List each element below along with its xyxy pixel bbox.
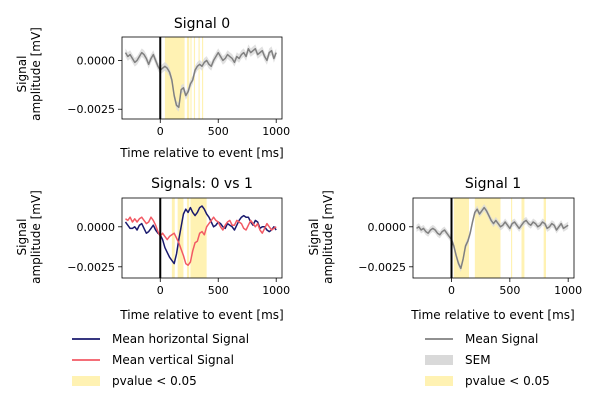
legend-single-signal: Mean Signal SEM pvalue < 0.05 — [425, 332, 550, 388]
x-tick-label: 0 — [157, 284, 164, 297]
y-axis-label-line-2: amplitude [mV] — [29, 27, 43, 121]
y-tick-label: −0.0025 — [358, 261, 406, 274]
y-axis-label-line-1: Signal — [307, 219, 321, 256]
axes-frame — [412, 197, 575, 279]
panel-signal-0: Signal 0 0 500 1000 0.0000 −0.0025 Time rela… — [15, 16, 290, 160]
legend-label: pvalue < 0.05 — [112, 374, 197, 388]
y-axis-label: Signal amplitude [mV] — [307, 190, 335, 284]
x-tick-label: 500 — [499, 284, 520, 297]
legend-comparison: Mean horizontal Signal Mean vertical Sign… — [72, 332, 249, 388]
legend-label: Mean Signal — [465, 332, 538, 346]
x-axis-label: Time relative to event [ms] — [119, 308, 283, 322]
panel-title: Signal 1 — [465, 176, 521, 192]
significance-span — [198, 37, 200, 119]
plot-area: 0 500 1000 0.0000 −0.0025 — [358, 197, 582, 297]
y-axis-label: Signal amplitude [mV] — [15, 190, 43, 284]
legend-label: SEM — [465, 353, 491, 367]
y-tick-label: 0.0000 — [368, 221, 407, 234]
series-line-mean — [416, 206, 569, 270]
legend-label: Mean horizontal Signal — [112, 332, 249, 346]
series-line-vertical — [125, 216, 277, 266]
y-tick-label: 0.0000 — [77, 221, 116, 234]
series-line-mean — [124, 47, 277, 109]
panel-signals-0-vs-1: Signals: 0 vs 1 0 500 1000 0.0000 −0.0025 Ti… — [15, 176, 290, 322]
legend-label: pvalue < 0.05 — [465, 374, 550, 388]
y-axis-label: Signal amplitude [mV] — [15, 27, 43, 121]
significance-span — [186, 198, 190, 278]
plot-area: 0 500 1000 0.0000 −0.0025 — [67, 36, 290, 138]
legend-patch-swatch — [425, 376, 453, 386]
y-axis-label-line-1: Signal — [15, 56, 29, 93]
x-tick-label: 0 — [448, 284, 455, 297]
significance-span — [177, 198, 184, 278]
plot-area: 0 500 1000 0.0000 −0.0025 — [67, 197, 290, 297]
axes-frame — [121, 197, 283, 279]
significance-span — [543, 198, 546, 278]
x-tick-label: 1000 — [262, 125, 290, 138]
y-axis-label-line-1: Signal — [15, 219, 29, 256]
x-tick-label: 1000 — [262, 284, 290, 297]
x-axis-label: Time relative to event [ms] — [119, 146, 283, 160]
panel-signal-1: Signal 1 0 500 1000 0.0000 −0.0025 Time rela… — [307, 176, 582, 322]
significance-span — [171, 198, 175, 278]
significance-span — [193, 37, 196, 119]
significance-span — [190, 37, 192, 119]
significance-span — [511, 198, 513, 278]
significance-span — [186, 37, 190, 119]
x-axis-label: Time relative to event [ms] — [410, 308, 574, 322]
x-tick-label: 500 — [208, 125, 229, 138]
axes-frame — [121, 36, 283, 120]
y-axis-label-line-2: amplitude [mV] — [29, 190, 43, 284]
legend-patch-swatch — [425, 355, 453, 365]
x-tick-label: 1000 — [554, 284, 582, 297]
series-line-horizontal — [124, 205, 277, 265]
significance-span — [202, 37, 204, 119]
significance-span — [521, 198, 525, 278]
x-tick-label: 500 — [208, 284, 229, 297]
sem-band — [125, 44, 277, 112]
panel-title: Signal 0 — [174, 16, 230, 32]
legend-patch-swatch — [72, 376, 100, 386]
y-tick-label: −0.0025 — [67, 103, 115, 116]
significance-span — [164, 37, 185, 119]
panel-title: Signals: 0 vs 1 — [151, 176, 253, 192]
x-tick-label: 0 — [157, 125, 164, 138]
legend-label: Mean vertical Signal — [112, 353, 234, 367]
y-axis-label-line-2: amplitude [mV] — [321, 190, 335, 284]
y-tick-label: 0.0000 — [77, 54, 116, 67]
y-tick-label: −0.0025 — [67, 261, 115, 274]
